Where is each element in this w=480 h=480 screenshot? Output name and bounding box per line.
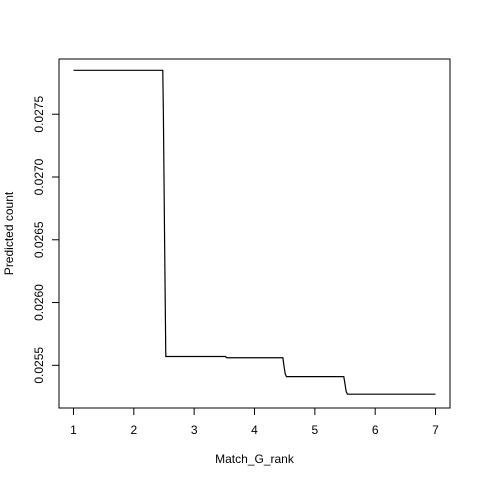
series-line [73, 69, 436, 395]
x-axis-label: Match_G_rank [215, 452, 295, 466]
x-tick-label: 1 [70, 423, 77, 437]
y-tick-label: 0.0255 [32, 347, 46, 384]
plot-frame [58, 58, 451, 409]
x-tick-label: 4 [251, 423, 258, 437]
x-axis: 1 2 3 4 5 6 7 [70, 407, 439, 437]
x-tick-label: 6 [372, 423, 379, 437]
y-tick-label: 0.0265 [32, 221, 46, 258]
x-tick-label: 7 [432, 423, 439, 437]
data-layer [73, 69, 436, 395]
y-tick-label: 0.0270 [32, 158, 46, 195]
y-tick-label: 0.0260 [32, 284, 46, 321]
x-tick-label: 5 [311, 423, 318, 437]
y-tick-label: 0.0275 [32, 96, 46, 133]
x-tick-label: 2 [130, 423, 137, 437]
x-tick-label: 3 [191, 423, 198, 437]
y-axis: 0.0255 0.0260 0.0265 0.0270 0.0275 [32, 96, 60, 384]
y-axis-label: Predicted count [2, 191, 16, 275]
